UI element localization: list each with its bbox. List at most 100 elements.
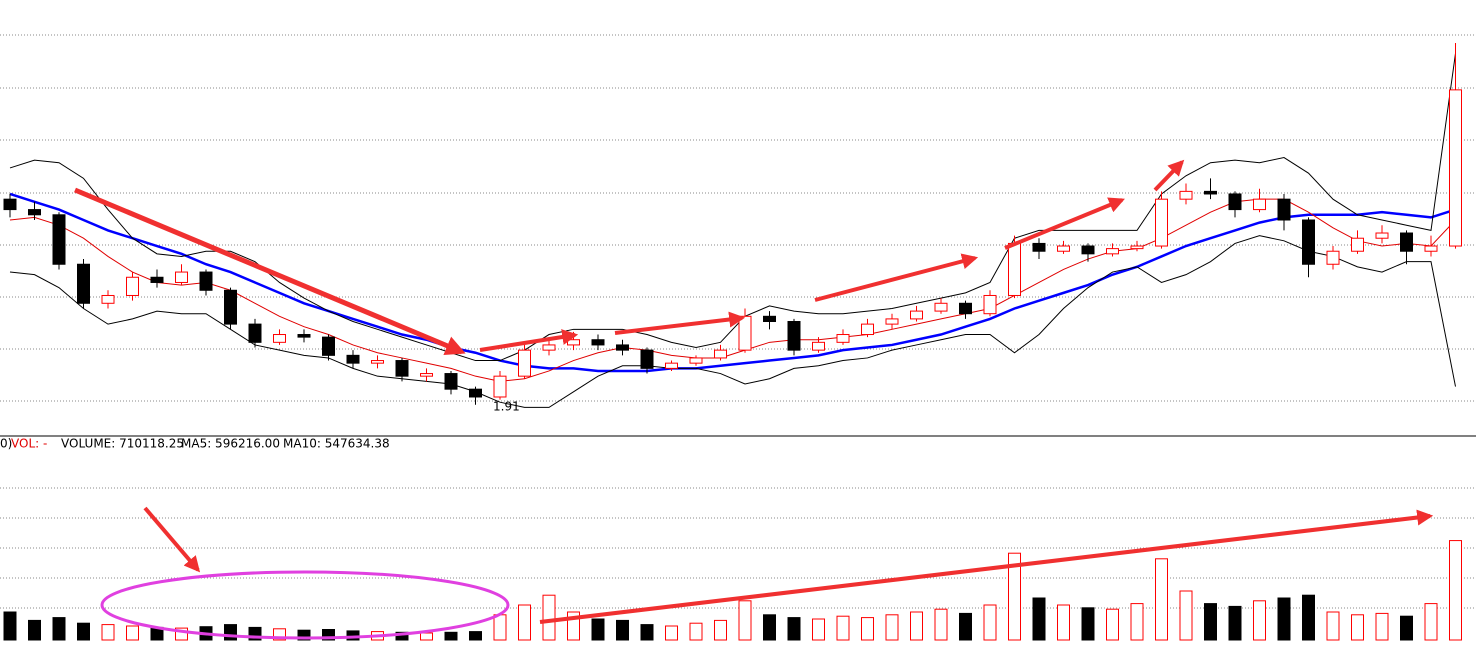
candle-body bbox=[1424, 245, 1438, 252]
volume-bar bbox=[322, 629, 335, 641]
candle-body bbox=[395, 360, 409, 377]
candle-body bbox=[199, 271, 213, 291]
volume-bar bbox=[420, 632, 433, 641]
candle-body bbox=[959, 302, 972, 315]
volume-bar bbox=[273, 628, 286, 641]
candle-body bbox=[591, 339, 605, 346]
vol-header: VOLUME: 710118.25 bbox=[61, 437, 184, 451]
candle-body bbox=[983, 294, 997, 315]
candle-body bbox=[150, 276, 164, 283]
candle-body bbox=[787, 321, 801, 351]
volume-bar bbox=[1155, 558, 1168, 641]
annotation-arrows bbox=[74, 159, 1434, 624]
candle-body bbox=[1057, 245, 1070, 252]
volume-bar bbox=[1032, 597, 1046, 641]
candle-body bbox=[126, 276, 139, 296]
volume-bar bbox=[1057, 604, 1070, 641]
volume-bar bbox=[714, 619, 727, 641]
volume-bar bbox=[640, 624, 654, 641]
candle-body bbox=[1253, 198, 1266, 211]
volume-bar bbox=[297, 629, 311, 641]
volume-bar bbox=[101, 624, 115, 641]
volume-bar bbox=[542, 594, 556, 641]
volume-bar bbox=[1253, 600, 1266, 641]
candle-body bbox=[665, 362, 678, 369]
candle-body bbox=[861, 323, 874, 336]
candle-body bbox=[1228, 193, 1242, 211]
volume-bar bbox=[763, 614, 776, 641]
volume-bar bbox=[444, 631, 458, 641]
volume-bar bbox=[885, 614, 899, 641]
vol-header: VOL: - bbox=[11, 437, 47, 451]
candle-body bbox=[248, 323, 262, 343]
volume-bar bbox=[738, 600, 752, 641]
candle-body bbox=[322, 336, 335, 356]
candle-body bbox=[714, 349, 727, 359]
volume-bar bbox=[665, 625, 678, 641]
candle-body bbox=[3, 198, 17, 211]
volume-bar bbox=[934, 608, 948, 641]
volume-bar bbox=[493, 614, 507, 641]
candle-body bbox=[444, 373, 458, 390]
candle-body bbox=[1106, 248, 1119, 255]
volume-bar bbox=[224, 624, 237, 641]
volume-bar bbox=[3, 611, 17, 641]
volume-bar bbox=[1204, 603, 1217, 641]
candle-body bbox=[1130, 245, 1144, 250]
plot bbox=[3, 43, 1462, 641]
volume-bar bbox=[1179, 590, 1193, 641]
volume-bar bbox=[910, 611, 923, 641]
volume-bar bbox=[812, 618, 825, 641]
volume-bar bbox=[1277, 597, 1291, 641]
candle-body bbox=[542, 344, 556, 351]
candle-body bbox=[836, 334, 850, 343]
candle-body bbox=[1081, 245, 1095, 255]
candle-body bbox=[518, 349, 531, 377]
candle-body bbox=[616, 344, 629, 351]
grid bbox=[0, 34, 1476, 609]
candle-body bbox=[1032, 242, 1046, 252]
candle-body bbox=[346, 354, 360, 364]
candle-body bbox=[812, 341, 825, 351]
volume-bar bbox=[1106, 608, 1119, 641]
volume-bar bbox=[395, 631, 409, 641]
volume-bar bbox=[1326, 611, 1340, 641]
volume-bar bbox=[28, 619, 41, 641]
candle-body bbox=[763, 315, 776, 323]
candle-body bbox=[101, 294, 115, 304]
volume-bar bbox=[1424, 603, 1438, 641]
candle-body bbox=[885, 318, 899, 325]
vol-header: MA5: 596216.00 bbox=[181, 437, 280, 451]
candle-body bbox=[640, 349, 654, 369]
candle-body bbox=[1155, 198, 1168, 247]
volume-bar bbox=[787, 617, 801, 641]
candle-body bbox=[493, 375, 507, 398]
volume-bar bbox=[689, 622, 703, 641]
volume-bar bbox=[616, 619, 629, 641]
volume-bar bbox=[1351, 614, 1364, 641]
candle-body bbox=[52, 214, 66, 265]
candle-body bbox=[175, 271, 188, 283]
vol-header: 0) bbox=[0, 437, 12, 451]
candle-body bbox=[1277, 198, 1291, 221]
candle-body bbox=[28, 209, 41, 216]
candle-body bbox=[689, 357, 703, 364]
candle-body bbox=[1375, 232, 1389, 239]
volume-bar bbox=[469, 631, 482, 641]
candle-body bbox=[371, 360, 384, 364]
volume-bar bbox=[1375, 612, 1389, 641]
volume-bar bbox=[1081, 607, 1095, 641]
candle-body bbox=[567, 339, 580, 346]
volume-bar bbox=[175, 627, 188, 641]
volume-bar bbox=[836, 615, 850, 641]
indicator-line bbox=[9, 53, 1456, 362]
candle-body bbox=[1302, 219, 1315, 265]
volume-bar bbox=[1449, 540, 1462, 641]
candle-body bbox=[1351, 237, 1364, 252]
candle-body bbox=[1179, 190, 1193, 200]
candle-body bbox=[1204, 190, 1217, 195]
candle-body bbox=[469, 388, 482, 398]
volume-bar bbox=[983, 604, 997, 641]
candle-body bbox=[77, 263, 90, 304]
